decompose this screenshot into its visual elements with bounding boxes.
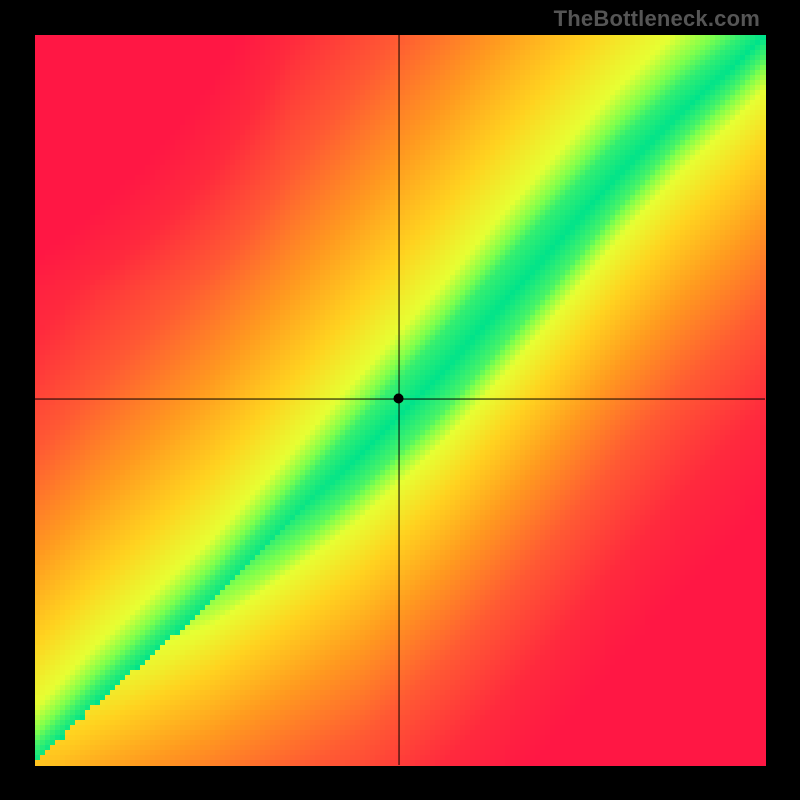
watermark-text: TheBottleneck.com	[554, 6, 760, 32]
chart-container: TheBottleneck.com	[0, 0, 800, 800]
bottleneck-heatmap	[0, 0, 800, 800]
